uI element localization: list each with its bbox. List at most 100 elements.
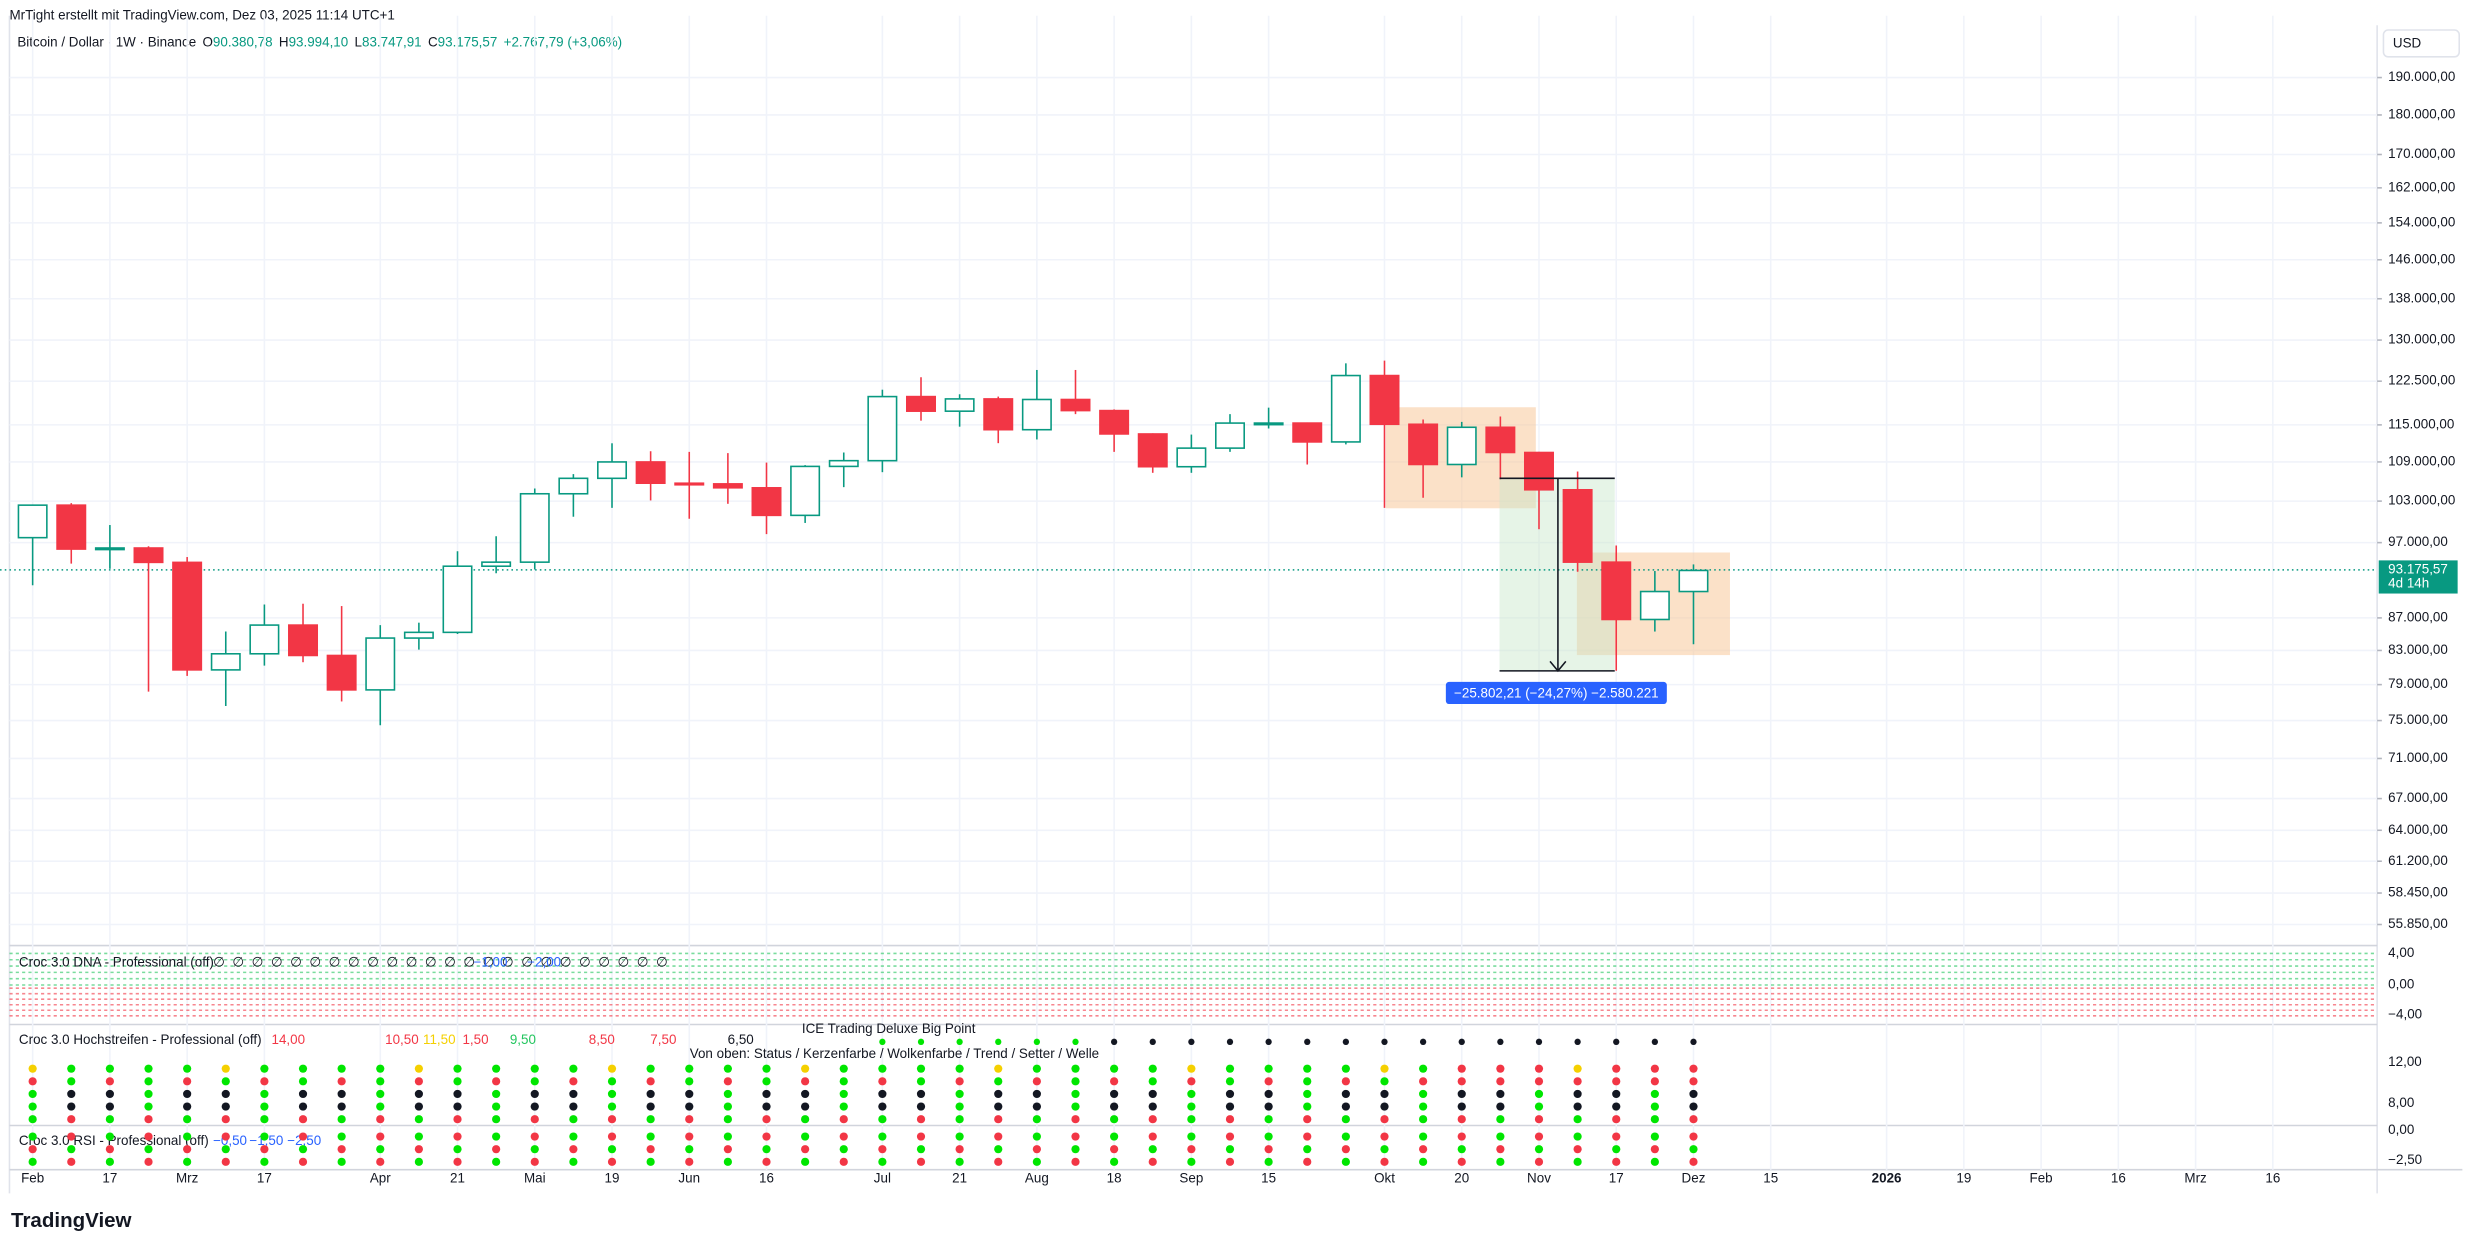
signal-dot — [28, 1157, 37, 1166]
signal-dot — [955, 1089, 964, 1099]
x-tick-label: 16 — [2265, 1171, 2280, 1186]
candle-body — [442, 565, 473, 634]
signal-dot — [1419, 1157, 1428, 1166]
signal-dot — [1650, 1064, 1659, 1073]
signal-dot — [260, 1145, 269, 1154]
ohlc-value: 90.380,78 — [213, 34, 273, 49]
signal-dot — [376, 1064, 385, 1073]
x-tick-label: 16 — [2111, 1171, 2126, 1186]
candle-body — [17, 504, 48, 539]
signal-dot — [453, 1115, 462, 1124]
indicator-value: 11,50 — [423, 1032, 456, 1047]
signal-dot — [839, 1089, 848, 1099]
signal-dot — [453, 1102, 462, 1111]
signal-dot — [916, 1077, 926, 1086]
na-symbol: ∅ — [617, 954, 629, 969]
signal-dot — [723, 1145, 732, 1154]
signal-dot — [530, 1102, 539, 1111]
candle-body — [1176, 447, 1207, 468]
na-symbol: ∅ — [502, 954, 514, 969]
signal-dot — [646, 1102, 655, 1111]
signal-dot — [1380, 1077, 1389, 1086]
signal-dot — [144, 1132, 153, 1141]
signal-dot — [183, 1132, 192, 1141]
signal-dot — [1689, 1064, 1698, 1073]
last-price: 93.175,57 — [2388, 561, 2448, 576]
x-tick-label: Mrz — [176, 1171, 199, 1186]
na-symbol: ∅ — [367, 954, 379, 969]
symbol: Bitcoin / Dollar · 1W · Binance — [17, 34, 196, 49]
signal-dot — [337, 1064, 346, 1073]
signal-dot — [955, 1077, 964, 1086]
signal-dot — [1612, 1077, 1621, 1086]
na-symbol: ∅ — [444, 954, 456, 969]
signal-dot — [1032, 1145, 1041, 1154]
brand[interactable]: TradingView — [11, 1209, 132, 1232]
y-tick-label: 103.000,00 — [2388, 493, 2455, 508]
signal-dot — [453, 1064, 462, 1073]
candle-body — [249, 624, 280, 655]
signal-dot — [839, 1077, 848, 1086]
y-tick-label: 115.000,00 — [2388, 416, 2454, 431]
na-symbol: ∅ — [406, 954, 418, 969]
na-symbol: ∅ — [560, 954, 572, 969]
currency-button[interactable] — [2382, 29, 2461, 58]
signal-dot — [1148, 1077, 1157, 1086]
signal-dot — [994, 1115, 1003, 1124]
pane-axis-label: 0,00 — [2388, 1122, 2414, 1137]
signal-dot — [1419, 1064, 1428, 1073]
brand-logo[interactable]: ⁠TradingView — [11, 1209, 132, 1232]
pane-axis-label: −2,50 — [2388, 1152, 2422, 1167]
signal-dot — [1032, 1115, 1041, 1124]
pane-axis-label: −4,00 — [2388, 1007, 2422, 1022]
signal-dot — [1071, 1132, 1080, 1141]
signal-dot — [1187, 1102, 1196, 1111]
candle-body — [288, 624, 319, 657]
pane-axis-label: 0,00 — [2388, 977, 2414, 992]
signal-dot — [801, 1077, 810, 1086]
signal-dot — [801, 1132, 810, 1141]
signal-dot — [1071, 1089, 1080, 1099]
signal-dot — [1341, 1089, 1350, 1099]
currency[interactable]: USD — [2393, 36, 2422, 51]
signal-dot — [492, 1089, 501, 1099]
x-tick-label: 2026 — [1872, 1171, 1902, 1186]
signal-dot — [1573, 1132, 1582, 1141]
signal-dot — [530, 1132, 539, 1141]
signal-dot — [1457, 1115, 1466, 1124]
x-tick-label: Mrz — [2184, 1171, 2207, 1186]
indicators: Croc 3.0 DNA - Professional (off) ∅ ∅ ∅ ∅ ∅ ∅ ∅… — [9, 952, 2378, 1166]
signal-dot — [1149, 1038, 1156, 1045]
signal-dot — [67, 1145, 76, 1154]
signal-dot — [1187, 1089, 1196, 1099]
candle-body — [1215, 422, 1245, 449]
candle-body — [751, 487, 782, 517]
signal-dot — [260, 1102, 269, 1111]
signal-dot — [105, 1115, 114, 1124]
signal-dot — [376, 1102, 385, 1111]
candle-body — [1292, 422, 1323, 443]
na-symbol: ∅ — [232, 954, 244, 969]
signal-dot — [1264, 1077, 1273, 1086]
x-tick-label: Jul — [874, 1171, 891, 1186]
signal-dot — [1612, 1089, 1621, 1099]
signal-dot — [801, 1089, 810, 1099]
signal-dot — [1148, 1102, 1157, 1111]
signal-dot — [1496, 1077, 1505, 1086]
signal-dot — [801, 1115, 810, 1124]
signal-dot — [28, 1145, 37, 1154]
signal-dot — [878, 1089, 887, 1099]
signal-dot — [1032, 1157, 1041, 1166]
signal-dot — [646, 1132, 655, 1141]
na-symbol: ∅ — [309, 954, 321, 969]
signal-dot — [1457, 1064, 1466, 1073]
signal-dot — [376, 1115, 385, 1124]
signal-dot — [1303, 1064, 1312, 1073]
signal-dot — [685, 1115, 694, 1124]
signal-dot — [1534, 1157, 1544, 1166]
signal-dot — [1341, 1157, 1350, 1166]
creator: MrTight erstellt mit TradingView.com, De… — [9, 7, 394, 22]
signal-dot — [994, 1077, 1003, 1086]
signal-dot — [1188, 1038, 1195, 1045]
indicator-subtitle: Von oben: Status / Kerzenfarbe / Wolkenf… — [690, 1046, 1099, 1061]
